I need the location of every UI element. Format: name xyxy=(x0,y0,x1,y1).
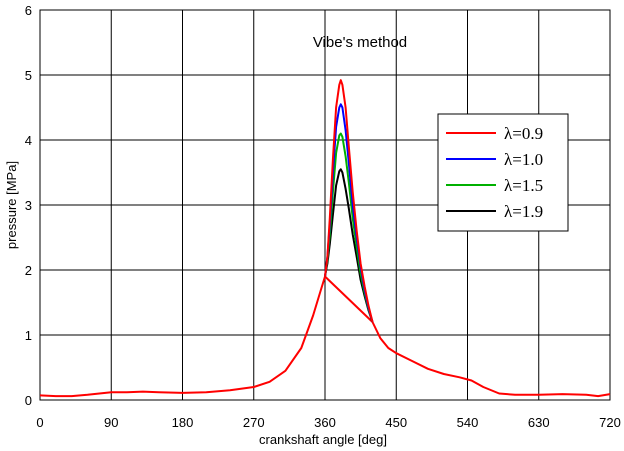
x-tick-label: 540 xyxy=(457,415,479,430)
y-tick-label: 5 xyxy=(25,68,32,83)
plot-border xyxy=(39,9,611,401)
series-line xyxy=(324,79,374,323)
x-axis-label: crankshaft angle [deg] xyxy=(259,432,387,447)
y-tick-label: 1 xyxy=(25,328,32,343)
x-tick-label: 90 xyxy=(104,415,118,430)
x-tick-label: 180 xyxy=(172,415,194,430)
x-tick-label: 270 xyxy=(243,415,265,430)
legend-label: λ=1.9 xyxy=(504,202,543,221)
legend-label: λ=0.9 xyxy=(504,124,543,143)
x-tick-label: 360 xyxy=(314,415,336,430)
x-tick-label: 0 xyxy=(36,415,43,430)
legend-box xyxy=(437,113,569,232)
legend-label: λ=1.5 xyxy=(504,176,543,195)
y-axis-label: pressure [MPa] xyxy=(4,161,19,249)
x-tick-label: 630 xyxy=(528,415,550,430)
curves xyxy=(39,79,611,398)
x-tick-label: 450 xyxy=(385,415,407,430)
y-tick-labels: 0 1 2 3 4 5 6 xyxy=(25,3,32,408)
x-tick-label: 720 xyxy=(599,415,621,430)
chart-title: Vibe's method xyxy=(313,34,407,51)
legend-label: λ=1.0 xyxy=(504,150,543,169)
legend: λ=0.9 λ=1.0 λ=1.5 λ=1.9 xyxy=(437,113,569,232)
y-tick-label: 2 xyxy=(25,263,32,278)
y-tick-label: 3 xyxy=(25,198,32,213)
plot-area-frame xyxy=(39,9,611,401)
y-tick-label: 6 xyxy=(25,3,32,18)
x-tick-labels: 0 90 180 270 360 450 540 630 720 xyxy=(36,415,620,430)
y-tick-label: 0 xyxy=(25,393,32,408)
y-tick-label: 4 xyxy=(25,133,32,148)
